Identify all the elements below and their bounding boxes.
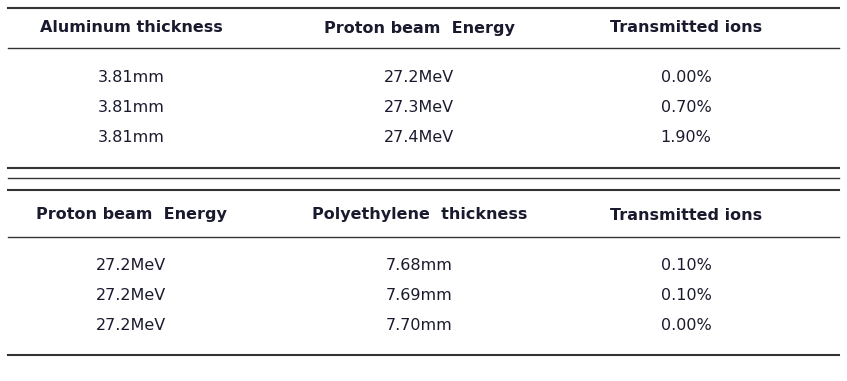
Text: 7.70mm: 7.70mm <box>386 317 452 333</box>
Text: 0.10%: 0.10% <box>661 258 711 272</box>
Text: 0.70%: 0.70% <box>661 101 711 115</box>
Text: 27.2MeV: 27.2MeV <box>97 288 166 303</box>
Text: 27.2MeV: 27.2MeV <box>385 70 454 85</box>
Text: 7.69mm: 7.69mm <box>386 288 452 303</box>
Text: Transmitted ions: Transmitted ions <box>610 21 762 35</box>
Text: 27.4MeV: 27.4MeV <box>385 131 454 146</box>
Text: 0.00%: 0.00% <box>661 317 711 333</box>
Text: 7.68mm: 7.68mm <box>386 258 452 272</box>
Text: 27.3MeV: 27.3MeV <box>385 101 454 115</box>
Text: Transmitted ions: Transmitted ions <box>610 208 762 223</box>
Text: 3.81mm: 3.81mm <box>98 131 164 146</box>
Text: Aluminum thickness: Aluminum thickness <box>40 21 223 35</box>
Text: 27.2MeV: 27.2MeV <box>97 317 166 333</box>
Text: 1.90%: 1.90% <box>661 131 711 146</box>
Text: 3.81mm: 3.81mm <box>98 70 164 85</box>
Text: Proton beam  Energy: Proton beam Energy <box>36 208 227 223</box>
Text: 0.10%: 0.10% <box>661 288 711 303</box>
Text: Polyethylene  thickness: Polyethylene thickness <box>312 208 527 223</box>
Text: 0.00%: 0.00% <box>661 70 711 85</box>
Text: 27.2MeV: 27.2MeV <box>97 258 166 272</box>
Text: 3.81mm: 3.81mm <box>98 101 164 115</box>
Text: Proton beam  Energy: Proton beam Energy <box>324 21 515 35</box>
